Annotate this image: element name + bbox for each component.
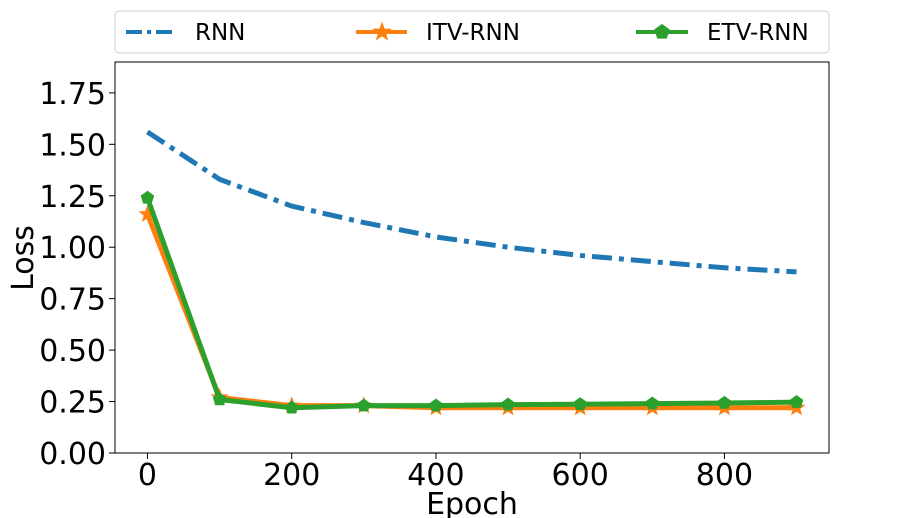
data-point-etv-rnn — [573, 397, 587, 410]
x-tick-label: 800 — [696, 458, 753, 493]
x-tick-label: 600 — [552, 458, 609, 493]
y-tick-label: 0.25 — [39, 386, 106, 421]
x-axis-label: Epoch — [426, 487, 518, 518]
x-tick-label: 0 — [138, 458, 157, 493]
legend: RNN ITV-RNN ETV-RNN — [114, 10, 830, 54]
series-line-rnn — [146, 129, 797, 275]
series-layer — [138, 129, 806, 416]
series-line-etv-rnn — [145, 196, 797, 411]
axis-layer: 0 200 400 600 800 0.00 0.25 0.50 0.75 1.00 1.25 1.5… — [39, 77, 753, 493]
data-point-etv-rnn — [284, 400, 299, 414]
y-tick-label: 1.00 — [39, 231, 106, 266]
legend-entry-itv-rnn: ITV-RNN — [356, 20, 520, 46]
x-tick-label: 200 — [263, 458, 320, 493]
plot-area-frame — [114, 61, 830, 454]
data-point-etv-rnn — [429, 398, 443, 412]
y-tick-label: 0.75 — [39, 283, 106, 318]
legend-label-itv-rnn: ITV-RNN — [426, 20, 520, 46]
legend-label-etv-rnn: ETV-RNN — [707, 20, 809, 46]
legend-pentagon-marker — [654, 23, 670, 39]
legend-entry-etv-rnn: ETV-RNN — [636, 20, 809, 46]
y-tick-label: 0.00 — [39, 437, 106, 472]
data-point-etv-rnn — [717, 395, 732, 409]
y-tick-label: 1.25 — [39, 180, 106, 215]
legend-frame — [114, 10, 830, 54]
x-tick-label: 400 — [407, 458, 464, 493]
data-point-etv-rnn — [140, 190, 155, 204]
y-axis-label: Loss — [6, 225, 41, 291]
legend-entry-rnn: RNN — [126, 20, 245, 46]
data-point-etv-rnn — [357, 398, 371, 412]
y-tick-label: 1.50 — [39, 128, 106, 163]
legend-label-rnn: RNN — [195, 20, 245, 46]
data-point-etv-rnn — [501, 397, 515, 411]
data-point-etv-rnn — [789, 395, 804, 408]
y-tick-label: 0.50 — [39, 334, 106, 369]
data-point-etv-rnn — [645, 396, 660, 410]
data-point-etv-rnn — [212, 392, 227, 406]
legend-star-marker — [372, 21, 392, 41]
y-tick-label: 1.75 — [39, 77, 106, 112]
